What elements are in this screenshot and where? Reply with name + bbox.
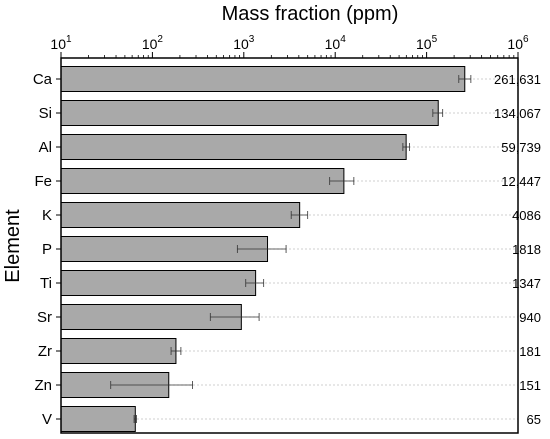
- value-label: 1347: [512, 276, 541, 291]
- error-bar-al: [402, 143, 410, 151]
- error-bar-ca: [458, 75, 472, 83]
- error-bar-si: [432, 109, 444, 117]
- error-bar-ti: [245, 279, 265, 287]
- x-tick-label: 103: [233, 34, 255, 52]
- bar-zr: [60, 338, 177, 364]
- error-bar-zn: [110, 381, 193, 389]
- category-label: V: [42, 411, 52, 428]
- value-label: 12,447: [501, 174, 541, 189]
- error-bar-v: [133, 415, 137, 423]
- category-label: Zr: [38, 343, 52, 360]
- bar-k: [60, 202, 301, 228]
- value-label: 940: [519, 310, 541, 325]
- value-label: 4086: [512, 208, 541, 223]
- x-tick-label: 105: [416, 34, 438, 52]
- value-label: 261,631: [494, 72, 541, 87]
- bar-p: [60, 236, 269, 262]
- category-label: Al: [39, 139, 52, 156]
- error-bar-k: [290, 211, 309, 219]
- category-label: P: [42, 241, 52, 258]
- category-label: Fe: [34, 173, 52, 190]
- x-tick-label: 102: [142, 34, 164, 52]
- bar-si: [60, 100, 439, 126]
- x-tick-label: 104: [325, 34, 347, 52]
- error-bars: [110, 75, 472, 423]
- category-label: K: [42, 207, 52, 224]
- value-label: 65: [527, 412, 541, 427]
- x-tick-label: 106: [507, 34, 529, 52]
- value-label: 151: [519, 378, 541, 393]
- chart-title: Mass fraction (ppm): [222, 3, 399, 25]
- category-label: Zn: [34, 377, 52, 394]
- value-label: 1818: [512, 242, 541, 257]
- value-label: 59,739: [501, 140, 541, 155]
- error-bar-sr: [209, 313, 260, 321]
- error-bar-p: [236, 245, 287, 253]
- bar-v: [60, 406, 136, 432]
- category-label: Si: [39, 105, 52, 122]
- category-label: Ca: [33, 71, 53, 88]
- category-label: Ti: [40, 275, 52, 292]
- y-axis: Ca Si Al Fe KP Ti Sr Zr Zn V: [33, 71, 61, 428]
- bar-ti: [60, 270, 257, 296]
- y-axis-label: Element: [2, 209, 24, 283]
- value-labels: 261,631 134,067 59,739 12,447 4086 1818 1347 94…: [494, 72, 541, 427]
- value-label: 181: [519, 344, 541, 359]
- x-tick-label: 101: [50, 34, 72, 52]
- bar-ca: [60, 66, 466, 92]
- bar-fe: [60, 168, 345, 194]
- plot-frame: [60, 57, 519, 434]
- value-label: 134,067: [494, 106, 541, 121]
- error-bar-zr: [170, 347, 182, 355]
- x-axis: 101 102 103 104 105 106: [50, 34, 529, 58]
- bar-al: [60, 134, 407, 160]
- category-label: Sr: [37, 309, 52, 326]
- error-bar-fe: [329, 177, 355, 185]
